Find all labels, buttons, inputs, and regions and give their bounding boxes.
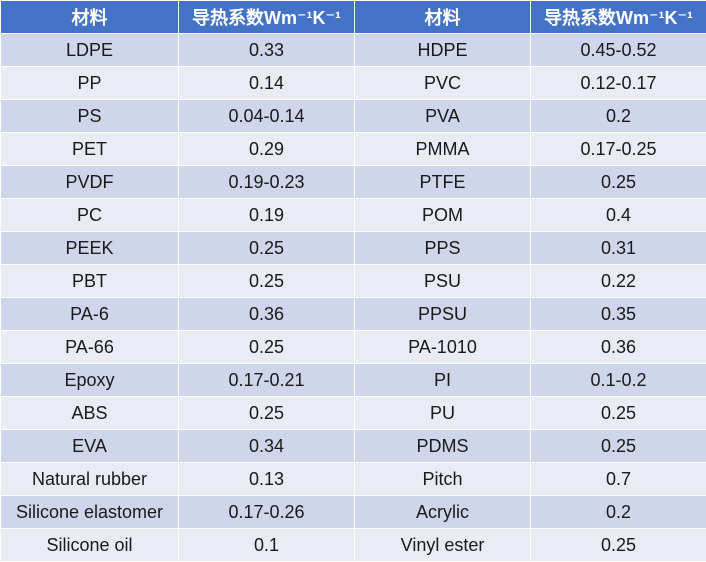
conductivity-cell: 0.25 [179,232,355,265]
material-cell: PSU [355,265,531,298]
conductivity-cell: 0.1 [179,529,355,562]
material-cell: PPS [355,232,531,265]
material-cell: PA-6 [1,298,179,331]
conductivity-cell: 0.25 [179,397,355,430]
material-cell: PPSU [355,298,531,331]
conductivity-cell: 0.4 [531,199,706,232]
header-material-2: 材料 [355,1,531,34]
conductivity-cell: 0.29 [179,133,355,166]
material-cell: PDMS [355,430,531,463]
conductivity-cell: 0.7 [531,463,706,496]
conductivity-cell: 0.25 [531,430,706,463]
conductivity-cell: 0.19 [179,199,355,232]
header-row: 材料 导热系数Wm⁻¹K⁻¹ 材料 导热系数Wm⁻¹K⁻¹ [1,1,706,34]
conductivity-cell: 0.25 [179,265,355,298]
conductivity-cell: 0.1-0.2 [531,364,706,397]
conductivity-cell: 0.31 [531,232,706,265]
conductivity-cell: 0.13 [179,463,355,496]
conductivity-cell: 0.25 [179,331,355,364]
material-cell: PEEK [1,232,179,265]
material-cell: PP [1,67,179,100]
material-cell: ABS [1,397,179,430]
material-cell: POM [355,199,531,232]
material-cell: Acrylic [355,496,531,529]
conductivity-cell: 0.36 [531,331,706,364]
conductivity-cell: 0.17-0.21 [179,364,355,397]
conductivity-cell: 0.17-0.25 [531,133,706,166]
conductivity-cell: 0.2 [531,496,706,529]
material-cell: Silicone elastomer [1,496,179,529]
conductivity-cell: 0.25 [531,397,706,430]
material-cell: PMMA [355,133,531,166]
conductivity-cell: 0.14 [179,67,355,100]
conductivity-cell: 0.25 [531,166,706,199]
material-cell: PVA [355,100,531,133]
material-cell: LDPE [1,34,179,67]
conductivity-cell: 0.33 [179,34,355,67]
conductivity-cell: 0.35 [531,298,706,331]
conductivity-cell: 0.19-0.23 [179,166,355,199]
material-cell: Natural rubber [1,463,179,496]
header-conductivity-2: 导热系数Wm⁻¹K⁻¹ [531,1,706,34]
conductivity-cell: 0.45-0.52 [531,34,706,67]
material-cell: EVA [1,430,179,463]
material-cell: PVC [355,67,531,100]
material-cell: PS [1,100,179,133]
material-cell: PC [1,199,179,232]
material-cell: PA-1010 [355,331,531,364]
conductivity-cell: 0.36 [179,298,355,331]
conductivity-cell: 0.2 [531,100,706,133]
conductivity-cell: 0.04-0.14 [179,100,355,133]
material-cell: PI [355,364,531,397]
conductivity-cell: 0.25 [531,529,706,562]
conductivity-cell: 0.17-0.26 [179,496,355,529]
header-conductivity-1: 导热系数Wm⁻¹K⁻¹ [179,1,355,34]
material-cell: Vinyl ester [355,529,531,562]
header-material-1: 材料 [1,1,179,34]
material-cell: Epoxy [1,364,179,397]
conductivity-cell: 0.22 [531,265,706,298]
material-cell: PTFE [355,166,531,199]
material-cell: PVDF [1,166,179,199]
material-cell: HDPE [355,34,531,67]
conductivity-cell: 0.34 [179,430,355,463]
conductivity-cell: 0.12-0.17 [531,67,706,100]
material-cell: PBT [1,265,179,298]
material-cell: PU [355,397,531,430]
material-cell: Silicone oil [1,529,179,562]
material-cell: PA-66 [1,331,179,364]
material-cell: PET [1,133,179,166]
material-cell: Pitch [355,463,531,496]
